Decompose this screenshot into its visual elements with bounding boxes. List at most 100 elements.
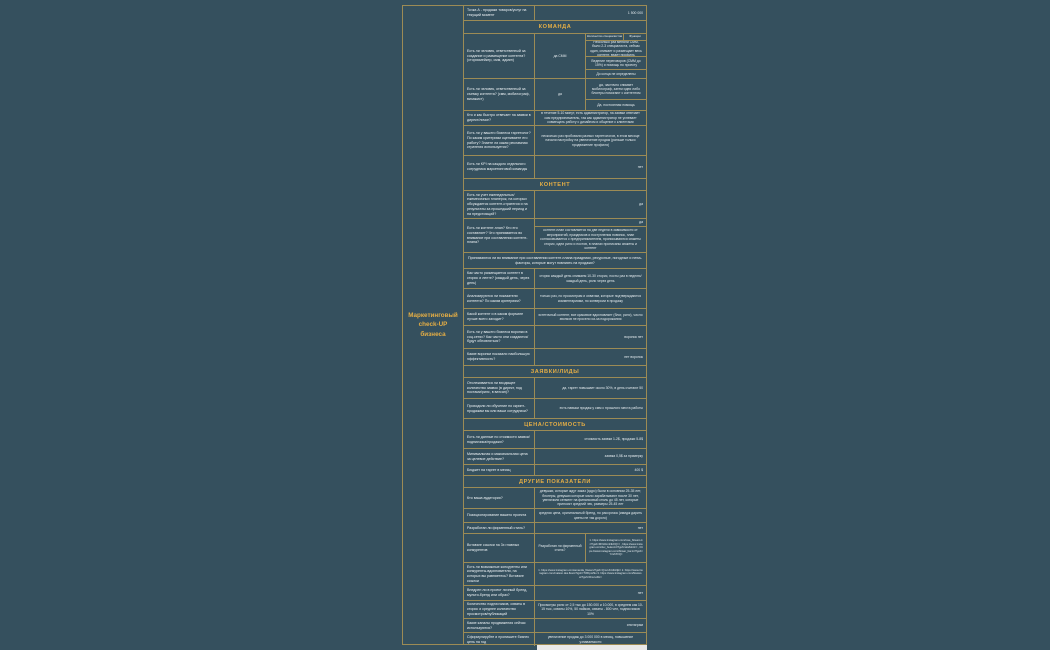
cell-text: нет <box>637 590 643 595</box>
cell-text: Позиционирование вашего проекта <box>467 513 527 518</box>
answer-cell: контент-план составляется на две недели … <box>535 227 646 252</box>
table-row: Есть ли у вашего бизнеса воронки в соц.с… <box>464 326 646 349</box>
competitor-links-cell[interactable]: 1. https://www.instagram.com/rose_flower… <box>586 534 646 562</box>
table-row: Бюджет на таргет в месяц 400 $ <box>464 465 646 476</box>
answer-cell: только раз, по просмотрам и охватам, кот… <box>535 289 646 308</box>
table-row: Отслеживается ли входящее количество зая… <box>464 378 646 399</box>
answer-cell: До конца не определены <box>586 70 646 78</box>
subtable-header-cell: Функции <box>624 34 646 40</box>
cell-text: Ведение переговоров (СММ до 15%) и помощ… <box>591 58 641 68</box>
answer-cell: заявка 0,5$ за примерку <box>535 449 646 464</box>
section-header-label: ЦЕНА/СТОИМОСТЬ <box>524 421 586 428</box>
cell-text: Анализируются ли показатели контента? По… <box>467 293 521 303</box>
cell-text: Какой контент и в каком формате лучше вс… <box>467 312 524 321</box>
cell-text: да <box>558 92 562 97</box>
answer-cell: сторис каждый день снимаем 10-30 сторис,… <box>535 269 646 288</box>
cell-text: Минимальная и максимальная цена за целев… <box>467 451 528 461</box>
cell-text: До конца не определены <box>596 71 636 76</box>
subtable-header-cell: Количество специалистов <box>586 34 624 40</box>
inspiration-links-cell[interactable]: 1. https://www.instagram.com/amanda_flow… <box>535 563 646 585</box>
cell-text: Есть ли у вашего бизнеса таргетолог? По … <box>467 131 531 150</box>
answer-cell: Да, постоянная помощь <box>586 100 646 110</box>
answer-cell: Просмотры рилс от 2,5 тыс до 150.000 и 1… <box>535 601 646 618</box>
question-cell: Есть ли человек, ответственный за создан… <box>464 34 535 78</box>
cell-text: да <box>639 220 643 225</box>
answer-cell: воронок нет <box>535 326 646 348</box>
table-row: Есть ли данные по стоимости заявки/подпи… <box>464 431 646 449</box>
cell-text: 1. https://www.instagram.com/rose_flower… <box>589 539 643 557</box>
cell-text: Разработан ли фирменный стиль? <box>467 525 525 530</box>
question-cell: Какие каналы продвижения сейчас использу… <box>464 619 535 632</box>
section-header-label: КОНТЕНТ <box>539 181 571 188</box>
answer-cell: 1 500 000 <box>535 6 646 20</box>
question-cell: Какой контент и в каком формате лучше вс… <box>464 309 535 325</box>
cell-text: Количество подписчиков, охваты в сторис … <box>467 602 526 616</box>
cell-text: воронок нет <box>624 334 643 339</box>
merged-question-cell: Принимаются ли во внимание при составлен… <box>464 253 646 268</box>
question-cell: Бюджет на таргет в месяц <box>464 465 535 475</box>
table-row: Количество подписчиков, охваты в сторис … <box>464 601 646 619</box>
cell-text: Точка А - продажи товаров/услуг на текущ… <box>467 8 527 17</box>
question-cell: Минимальная и максимальная цена за целев… <box>464 449 535 464</box>
cell-text: Есть ли учет еженедельных/ ежемесячных п… <box>467 192 528 216</box>
cell-text: Есть ли контент-план? Кто его составляет… <box>467 226 528 245</box>
table-row: Точка А - продажи товаров/услуг на текущ… <box>464 6 646 21</box>
answer-cell: да <box>535 191 646 218</box>
table-row: Есть ли контент-план? Кто его составляет… <box>464 219 646 253</box>
cell-text: Какие воронки показали наибольшую эффект… <box>467 352 530 361</box>
answer-cell: Ведение переговоров (СММ до 15%) и помощ… <box>586 57 646 71</box>
question-cell: Вставьте ссылки на 3х главных конкуренто… <box>464 534 535 562</box>
sidebar-title-cell: Маркетинговый check-UP бизнеса <box>403 6 464 644</box>
question-cell: Точка А - продажи товаров/услуг на текущ… <box>464 6 535 20</box>
cell-text: Вставьте ссылки на 3х главных конкуренто… <box>467 543 520 552</box>
cell-text: Есть ли данные по стоимости заявки/подпи… <box>467 434 530 444</box>
question-cell: Как часто размещается контент в сторис и… <box>464 269 535 288</box>
question-cell: Отслеживается ли входящее количество зая… <box>464 378 535 398</box>
cell-text: Функции <box>629 34 641 39</box>
section-header-row: ДРУГИЕ ПОКАЗАТЕЛИ <box>464 476 646 488</box>
question-cell: Есть ли человек, ответственный за съемку… <box>464 79 535 110</box>
table-row: Какой контент и в каком формате лучше вс… <box>464 309 646 326</box>
table-row: Есть ли учет еженедельных/ ежемесячных п… <box>464 191 646 219</box>
cell-text: 1. https://www.instagram.com/amanda_flow… <box>538 568 643 579</box>
cell-text: эстетичный контент, все красивое вдохнов… <box>538 312 643 321</box>
cell-text: Кто ваша аудитория? <box>467 495 503 500</box>
answer-cell: да, частично снимает мобилограф, затем и… <box>586 79 646 101</box>
section-header-label: ЗАЯВКИ/ЛИДЫ <box>530 368 580 375</box>
answer-cell: девушки, которые ждут заказ (ядро) были … <box>535 488 646 508</box>
cell-text: в течение 5-10 минут, есть администратор… <box>541 111 640 125</box>
cell-text: Отслеживается ли входящее количество зая… <box>467 380 522 395</box>
section-header-label: КОМАНДА <box>538 24 572 30</box>
cell-text: Проходили ли обучение по скрипт-продажам… <box>467 403 528 413</box>
question-cell: Есть ли контент-план? Кто его составляет… <box>464 219 535 252</box>
answer-cell: Разработан ли фирменный стиль? <box>535 534 586 562</box>
cell-text: 1 500 000 <box>627 10 643 15</box>
cell-stack: да, частично снимает мобилограф, затем и… <box>586 79 646 110</box>
question-cell: Количество подписчиков, охваты в сторис … <box>464 601 535 618</box>
cell-text: средняя цена, оригинальный бренд, но рас… <box>538 511 643 520</box>
table-row: Как часто размещается контент в сторис и… <box>464 269 646 289</box>
sheet-title: Маркетинговый check-UP бизнеса <box>408 312 458 338</box>
answer-cell: в течение 5-10 минут, есть администратор… <box>535 111 646 125</box>
cell-text: Есть ли человек, ответственный за создан… <box>467 48 526 63</box>
table-row: Есть ли человек, ответственный за съемку… <box>464 79 646 111</box>
cell-text: несколько раз пробовали разных таргетоло… <box>541 133 640 147</box>
question-cell: Кто и как быстро отвечает на заявки в ди… <box>464 111 535 125</box>
cell-text: Есть ли человек, ответственный за съемку… <box>467 87 530 101</box>
cell-text: да <box>639 202 643 207</box>
answer-cell: нет <box>535 523 646 533</box>
cell-text: 400 $ <box>634 467 644 472</box>
cell-text: увеличение продаж до 3 000 000 в месяц, … <box>547 635 634 644</box>
answer-cell: стоимость заявки 1-2$, продажи 5-8$ <box>535 431 646 448</box>
cell-text: девушки, которые ждут заказ (ядро) были … <box>539 489 642 507</box>
cell-text: нет <box>637 525 643 530</box>
rows-container: Точка А - продажи товаров/услуг на текущ… <box>464 6 646 646</box>
table-row: Есть ли KPI на каждого отдельного сотруд… <box>464 156 646 179</box>
question-cell: Внедрен ли в проект личный бренд, мульти… <box>464 586 535 600</box>
cell-text: Бюджет на таргет в месяц <box>467 467 511 472</box>
table-row: Минимальная и максимальная цена за целев… <box>464 449 646 465</box>
table-row: Кто ваша аудитория? девушки, которые ждут… <box>464 488 646 509</box>
table-row: Анализируются ли показатели контента? По… <box>464 289 646 309</box>
cell-text: нет <box>637 164 643 169</box>
